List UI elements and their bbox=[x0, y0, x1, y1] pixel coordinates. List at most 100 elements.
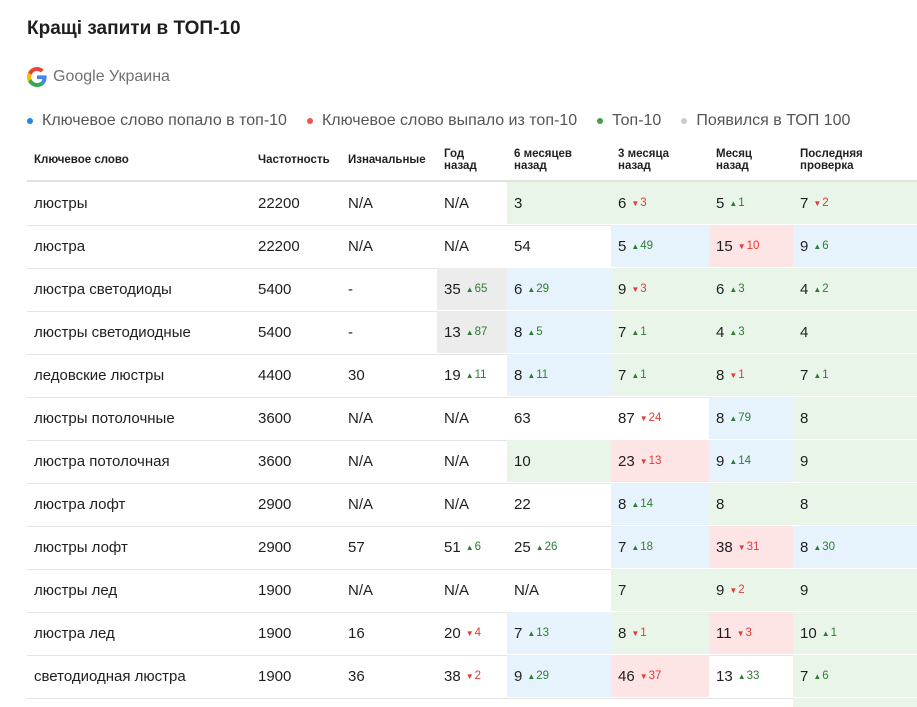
keyword-text[interactable]: люстры потолочные bbox=[34, 409, 175, 427]
cell-year: 38 ▼ 2 bbox=[437, 655, 507, 697]
position-value: 6 bbox=[514, 280, 523, 298]
cell-initial: N/A bbox=[341, 569, 437, 611]
cell-keyword: люстры потолочные bbox=[27, 397, 251, 439]
table-row[interactable]: люстра потолочная 3600 N/A N/A 10 23 ▼ 13 9 ▲ 14 9 bbox=[27, 440, 917, 484]
position-value: 11 bbox=[716, 624, 732, 642]
cell-initial: 16 bbox=[341, 612, 437, 654]
column-header-m1[interactable]: Месяц назад bbox=[709, 140, 793, 180]
legend-label: Топ-10 bbox=[612, 112, 662, 129]
change-value: 18 bbox=[640, 541, 654, 553]
freq-value: 2900 bbox=[258, 495, 292, 513]
column-header-freq[interactable]: Частотность bbox=[251, 140, 341, 180]
arrow-down-icon: ▼ bbox=[729, 585, 738, 595]
cell-m1: 4 ▲ 3 bbox=[709, 311, 793, 353]
arrow-down-icon: ▼ bbox=[639, 456, 648, 466]
column-header-last[interactable]: Последняя проверка bbox=[793, 140, 917, 180]
legend-label: Ключевое слово попало в топ-10 bbox=[42, 112, 287, 129]
cell-m1: 9 ▲ 14 bbox=[709, 440, 793, 482]
position-value: N/A bbox=[444, 194, 470, 212]
table-row[interactable]: люстра светодиоды 5400-35 ▲ 65 6 ▲ 29 9 ▼ 3 6 ▲ 3 4 ▲ 2 bbox=[27, 268, 917, 312]
column-header-label: Месяц назад bbox=[716, 148, 752, 172]
cell-m3: 7 ▲ 1 bbox=[611, 354, 709, 396]
position-value: 8 bbox=[618, 495, 627, 513]
keyword-text[interactable]: люстры bbox=[34, 194, 88, 212]
position-value: 35 bbox=[444, 280, 461, 298]
keyword-text[interactable]: люстры лед bbox=[34, 581, 118, 599]
table-row[interactable]: люстры 22200 N/A N/A 3 6 ▼ 3 5 ▲ 1 7 ▼ 2 bbox=[27, 182, 917, 226]
keyword-text[interactable]: ледовские люстры bbox=[34, 366, 165, 384]
cell-last: 7 ▲ 6 bbox=[793, 655, 917, 697]
keyword-text[interactable]: люстра светодиоды bbox=[34, 280, 172, 298]
position-value: 7 bbox=[800, 366, 809, 384]
position-value: 13 bbox=[716, 667, 733, 685]
change-value: 11 bbox=[474, 369, 487, 381]
change-value: 29 bbox=[536, 670, 550, 682]
cell-initial: - bbox=[341, 268, 437, 310]
keyword-text[interactable]: светодиодная люстра bbox=[34, 667, 186, 685]
table-row[interactable]: люстры лед 1900 N/A N/A N/A 7 9 ▼ 2 9 bbox=[27, 569, 917, 613]
table-row[interactable]: люстра лед 1900 16 20 ▼ 4 7 ▲ 13 8 ▼ 1 11 ▼ 3 10 ▲ 1 bbox=[27, 612, 917, 656]
cell-m6: N/A bbox=[507, 569, 611, 611]
keyword-text[interactable]: люстра лофт bbox=[34, 495, 126, 513]
arrow-up-icon: ▲ bbox=[729, 284, 738, 294]
table-row[interactable]: светодиодная люстра 1900 36 38 ▼ 2 9 ▲ 29 46 ▼ 37 13… bbox=[27, 655, 917, 699]
position-up-change: ▲ 11 bbox=[466, 369, 487, 381]
cell-last: 9 bbox=[793, 440, 917, 482]
position-value: 9 bbox=[716, 581, 725, 599]
table-row[interactable]: люстра 22200 N/A N/A 54 5 ▲ 49 15 ▼ 10 9 ▲ 6 bbox=[27, 225, 917, 269]
cell-last: 4 ▲ 2 bbox=[793, 268, 917, 310]
change-value: 1 bbox=[640, 326, 647, 338]
initial-value: 30 bbox=[348, 366, 365, 384]
position-value: 8 bbox=[514, 366, 523, 384]
arrow-up-icon: ▲ bbox=[813, 284, 822, 294]
column-header-keyword[interactable]: Ключевое слово bbox=[27, 140, 251, 180]
arrow-down-icon: ▼ bbox=[465, 671, 474, 681]
table-row[interactable]: люстры светодиодные 5400-13 ▲ 87 8 ▲ 5 7 ▲ 1 4 ▲ 3 4 bbox=[27, 311, 917, 355]
column-header-m6[interactable]: 6 месяцев назад bbox=[507, 140, 611, 180]
cell-m6: 6 ▲ 29 bbox=[507, 268, 611, 310]
keyword-text[interactable]: люстры светодиодные bbox=[34, 323, 191, 341]
cell-initial: 57 bbox=[341, 526, 437, 568]
arrow-up-icon: ▲ bbox=[737, 671, 746, 681]
cell-m3: 8 ▼ 1 bbox=[611, 612, 709, 654]
cell-m1: 8 ▲ 79 bbox=[709, 397, 793, 439]
cell-m3: 87 ▼ 24 bbox=[611, 397, 709, 439]
table-row[interactable]: люстры потолочные 3600 N/A N/A 63 87 ▼ 24 8 ▲ 79 8 bbox=[27, 397, 917, 441]
cell-m3: 8 ▲ 14 bbox=[611, 483, 709, 525]
keyword-text[interactable]: люстра bbox=[34, 237, 86, 255]
position-value: 5 bbox=[716, 194, 725, 212]
column-header-initial[interactable]: Изначальные bbox=[341, 140, 437, 180]
keyword-text[interactable]: люстра лед bbox=[34, 624, 115, 642]
change-value: 24 bbox=[648, 412, 662, 424]
position-up-change: ▲ 79 bbox=[729, 412, 751, 424]
position-up-change: ▲ 14 bbox=[631, 498, 653, 510]
position-value: 9 bbox=[800, 237, 809, 255]
column-header-m3[interactable]: 3 месяца назад bbox=[611, 140, 709, 180]
table-row[interactable]: люстры лофт 2900 57 51 ▲ 6 25 ▲ 26 7 ▲ 18 38 ▼ 31 8 ▲ 30 bbox=[27, 526, 917, 570]
legend-dot-icon bbox=[597, 118, 604, 124]
position-value: 87 bbox=[618, 409, 635, 427]
position-value: 54 bbox=[514, 237, 531, 255]
table-row[interactable]: люстра лофт 2900 N/A N/A 22 8 ▲ 14 8 8 bbox=[27, 483, 917, 527]
position-value: 3 bbox=[514, 194, 523, 212]
keyword-text[interactable]: люстры лофт bbox=[34, 538, 128, 556]
cell-last: 9 bbox=[793, 569, 917, 611]
cell-m6: 10 bbox=[507, 440, 611, 482]
position-value: 10 bbox=[514, 452, 531, 470]
cell-initial: - bbox=[341, 311, 437, 353]
cell-freq: 3600 bbox=[251, 397, 341, 439]
cell-freq: 22200 bbox=[251, 182, 341, 224]
cell-last: 7 ▲ 1 bbox=[793, 354, 917, 396]
keyword-text[interactable]: люстра потолочная bbox=[34, 452, 170, 470]
arrow-down-icon: ▼ bbox=[737, 241, 746, 251]
column-header-year[interactable]: Год назад bbox=[437, 140, 507, 180]
cell-m6: 25 ▲ 26 bbox=[507, 526, 611, 568]
table-row[interactable]: ледовские люстры 4400 30 19 ▲ 11 8 ▲ 11 7 ▲ 1 8 ▼ 1 7 ▲ 1 bbox=[27, 354, 917, 398]
change-value: 79 bbox=[738, 412, 752, 424]
engine-name: Google Украина bbox=[53, 68, 170, 85]
change-value: 37 bbox=[648, 670, 662, 682]
arrow-down-icon: ▼ bbox=[465, 628, 474, 638]
cell-initial: 30 bbox=[341, 354, 437, 396]
cell-m6: 22 bbox=[507, 483, 611, 525]
position-value: 20 bbox=[444, 624, 461, 642]
